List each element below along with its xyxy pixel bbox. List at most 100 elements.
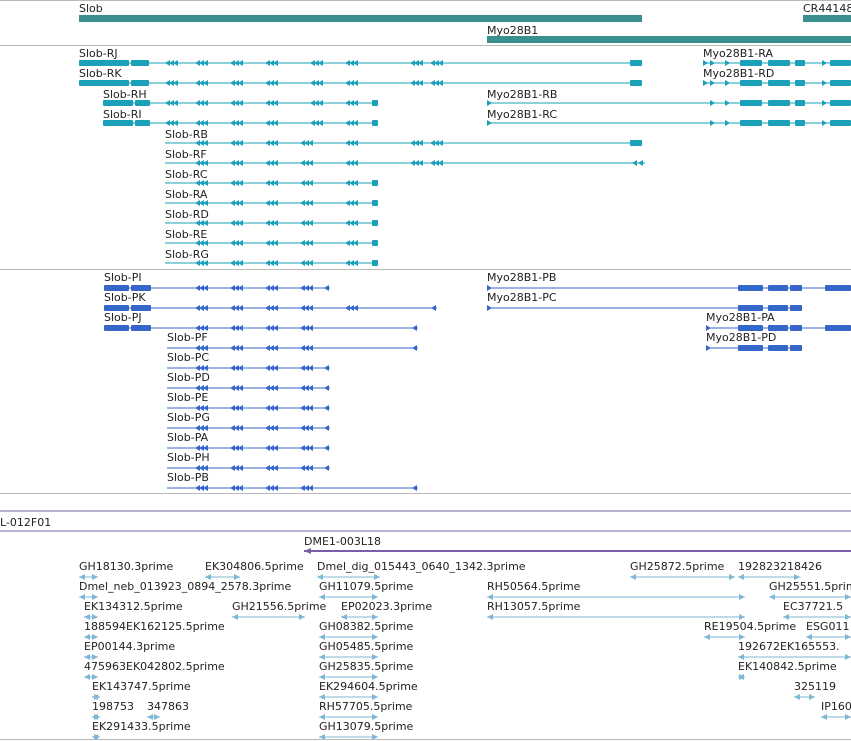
est-label[interactable]: 188594EK162125.5prime: [84, 620, 225, 633]
transcript-label[interactable]: Slob-RJ: [79, 47, 118, 60]
exon-block[interactable]: [131, 305, 151, 311]
exon-block[interactable]: [372, 180, 378, 186]
exon-block[interactable]: [768, 305, 788, 311]
exon-block[interactable]: [768, 100, 790, 106]
polypeptide-label[interactable]: Slob-PB: [167, 471, 209, 484]
est-label[interactable]: EK291433.5prime: [92, 720, 191, 733]
exon-block[interactable]: [131, 325, 151, 331]
clone-label[interactable]: L-012F01: [0, 516, 52, 529]
est-label[interactable]: GH11079.5prime: [319, 580, 414, 593]
exon-block[interactable]: [630, 140, 642, 146]
est-label[interactable]: GH13079.5prime: [319, 720, 414, 733]
polypeptide-label[interactable]: Myo28B1-PD: [706, 331, 777, 344]
est-label[interactable]: EK140842.5prime: [738, 660, 837, 673]
exon-block[interactable]: [768, 285, 788, 291]
est-label[interactable]: GH25835.5prime: [319, 660, 414, 673]
est-label[interactable]: 198753: [92, 700, 134, 713]
exon-block[interactable]: [830, 80, 851, 86]
est-label[interactable]: RE19504.5prime: [704, 620, 797, 633]
exon-block[interactable]: [795, 120, 805, 126]
exon-block[interactable]: [79, 60, 129, 66]
transcript-label[interactable]: Slob-RD: [165, 208, 209, 221]
exon-block[interactable]: [372, 260, 378, 266]
exon-block[interactable]: [372, 120, 378, 126]
exon-block[interactable]: [768, 120, 790, 126]
exon-block[interactable]: [372, 220, 378, 226]
est-label[interactable]: GH25551.5prime: [769, 580, 851, 593]
polypeptide-label[interactable]: Slob-PH: [167, 451, 210, 464]
exon-block[interactable]: [131, 60, 149, 66]
est-label[interactable]: 325119: [794, 680, 836, 693]
exon-block[interactable]: [830, 120, 851, 126]
exon-block[interactable]: [825, 285, 851, 291]
est-label[interactable]: GH25872.5prime: [630, 560, 725, 573]
transcript-label[interactable]: Slob-RC: [165, 168, 208, 181]
exon-block[interactable]: [825, 325, 851, 331]
transcript-label[interactable]: Slob-RA: [165, 188, 208, 201]
exon-block[interactable]: [372, 200, 378, 206]
exon-block[interactable]: [830, 100, 851, 106]
exon-block[interactable]: [738, 285, 763, 291]
transcript-label[interactable]: Slob-RG: [165, 248, 209, 261]
transcript-label[interactable]: Slob-RF: [165, 148, 207, 161]
polypeptide-label[interactable]: Slob-PG: [167, 411, 210, 424]
est-label[interactable]: GH08382.5prime: [319, 620, 414, 633]
est-label[interactable]: GH21556.5prime: [232, 600, 327, 613]
transcript-label[interactable]: Slob-RK: [79, 67, 122, 80]
transcript-label[interactable]: Myo28B1-RC: [487, 108, 558, 121]
exon-block[interactable]: [372, 240, 378, 246]
gene-bar-slob[interactable]: [79, 15, 642, 22]
gene-label-slob[interactable]: Slob: [79, 2, 103, 15]
est-label[interactable]: Dmel_neb_013923_0894_2578.3prime: [79, 580, 292, 593]
est-label[interactable]: 192672EK165553.: [738, 640, 840, 653]
exon-block[interactable]: [790, 345, 802, 351]
est-label[interactable]: EK294604.5prime: [319, 680, 418, 693]
exon-block[interactable]: [740, 80, 762, 86]
est-label[interactable]: EK304806.5prime: [205, 560, 304, 573]
exon-block[interactable]: [103, 100, 133, 106]
est-label[interactable]: 347863: [147, 700, 189, 713]
est-label[interactable]: IP160: [821, 700, 851, 713]
gene-label-myo28b1[interactable]: Myo28B1: [487, 24, 539, 37]
exon-block[interactable]: [104, 285, 129, 291]
est-label[interactable]: GH05485.5prime: [319, 640, 414, 653]
transcript-label[interactable]: Myo28B1-RD: [703, 67, 775, 80]
exon-block[interactable]: [738, 345, 763, 351]
est-label[interactable]: GH18130.3prime: [79, 560, 174, 573]
est-label[interactable]: RH50564.5prime: [487, 580, 581, 593]
exon-block[interactable]: [630, 80, 642, 86]
est-label[interactable]: EC37721.5: [783, 600, 844, 613]
gene-label-cr44148[interactable]: CR44148: [803, 2, 851, 15]
clone-label[interactable]: DME1-003L18: [304, 535, 381, 548]
polypeptide-label[interactable]: Slob-PC: [167, 351, 210, 364]
est-label[interactable]: EK143747.5prime: [92, 680, 191, 693]
polypeptide-label[interactable]: Myo28B1-PC: [487, 291, 557, 304]
transcript-label[interactable]: Myo28B1-RA: [703, 47, 773, 60]
exon-block[interactable]: [795, 80, 805, 86]
transcript-label[interactable]: Slob-RI: [103, 108, 142, 121]
est-label[interactable]: RH57705.5prime: [319, 700, 413, 713]
exon-block[interactable]: [372, 100, 378, 106]
polypeptide-label[interactable]: Slob-PJ: [104, 311, 142, 324]
exon-block[interactable]: [740, 120, 762, 126]
exon-block[interactable]: [830, 60, 851, 66]
est-label[interactable]: EP02023.3prime: [341, 600, 433, 613]
transcript-label[interactable]: Slob-RE: [165, 228, 208, 241]
transcript-label[interactable]: Slob-RH: [103, 88, 147, 101]
transcript-label[interactable]: Myo28B1-RB: [487, 88, 558, 101]
polypeptide-label[interactable]: Myo28B1-PB: [487, 271, 557, 284]
exon-block[interactable]: [738, 305, 763, 311]
polypeptide-label[interactable]: Slob-PF: [167, 331, 208, 344]
gene-bar-myo28b1[interactable]: [487, 36, 851, 43]
exon-block[interactable]: [795, 100, 805, 106]
exon-block[interactable]: [135, 120, 150, 126]
polypeptide-label[interactable]: Slob-PI: [104, 271, 142, 284]
exon-block[interactable]: [768, 345, 788, 351]
exon-block[interactable]: [738, 325, 763, 331]
est-label[interactable]: 192823218426: [738, 560, 822, 573]
exon-block[interactable]: [79, 80, 129, 86]
est-label[interactable]: 475963EK042802.5prime: [84, 660, 225, 673]
exon-block[interactable]: [768, 60, 790, 66]
est-label[interactable]: ESG011: [806, 620, 850, 633]
polypeptide-label[interactable]: Myo28B1-PA: [706, 311, 775, 324]
